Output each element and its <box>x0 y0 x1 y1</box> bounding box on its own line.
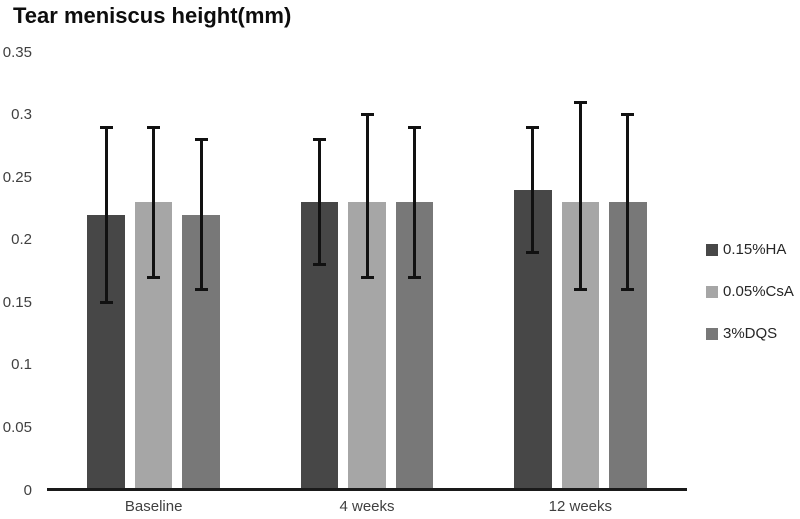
legend-swatch-icon <box>706 327 718 340</box>
error-bar-cap <box>99 125 113 129</box>
x-category-label-12 weeks: 12 weeks <box>548 498 613 515</box>
error-bar-cap <box>573 100 587 104</box>
y-tick-label: 0 <box>23 481 32 499</box>
legend-label: 0.15%HA <box>723 241 787 258</box>
y-tick-label: 0.35 <box>2 43 32 61</box>
error-bar-cap <box>360 275 374 279</box>
legend-item-3%DQS: 3%DQS <box>706 325 777 342</box>
legend-item-0.05%CsA: 0.05%CsA <box>706 283 794 300</box>
error-bar-cap <box>360 113 374 117</box>
legend-swatch-icon <box>706 285 718 298</box>
y-tick-label: 0.05 <box>2 418 32 436</box>
legend-label: 0.05%CsA <box>723 283 794 300</box>
y-tick-label: 0.25 <box>2 168 32 186</box>
x-category-label-4 weeks: 4 weeks <box>339 498 395 515</box>
y-tick-label: 0.15 <box>2 293 32 311</box>
error-bar-cap <box>313 138 326 142</box>
error-bar-line <box>365 114 369 278</box>
x-category-label-Baseline: Baseline <box>124 498 183 515</box>
y-tick-label: 0.1 <box>11 356 32 374</box>
error-bar-cap <box>526 125 540 129</box>
error-bar-line <box>199 139 203 290</box>
error-bar-line <box>413 127 416 278</box>
legend-swatch-icon <box>706 243 718 256</box>
error-bar-line <box>318 139 321 265</box>
error-bar-cap <box>313 263 326 267</box>
error-bar-cap <box>194 138 208 142</box>
error-bar-line <box>152 127 156 278</box>
x-axis-line <box>47 488 687 491</box>
y-tick-label: 0.2 <box>11 231 32 249</box>
error-bar-cap <box>408 125 421 129</box>
y-tick-label: 0.3 <box>11 106 32 124</box>
chart-title: Tear meniscus height(mm) <box>13 3 292 28</box>
legend-label: 3%DQS <box>723 325 778 342</box>
error-bar-line <box>626 114 630 290</box>
error-bar-line <box>578 102 582 290</box>
error-bar-line <box>104 127 108 303</box>
legend-item-0.15%HA: 0.15%HA <box>706 241 786 258</box>
error-bar-cap <box>621 288 635 292</box>
error-bar-cap <box>147 275 161 279</box>
error-bar-cap <box>194 288 208 292</box>
error-bar-cap <box>99 300 113 304</box>
error-bar-cap <box>147 125 161 129</box>
error-bar-cap <box>621 113 635 117</box>
error-bar-cap <box>573 288 587 292</box>
error-bar-cap <box>526 250 540 254</box>
error-bar-line <box>531 127 535 253</box>
error-bar-cap <box>408 275 421 279</box>
